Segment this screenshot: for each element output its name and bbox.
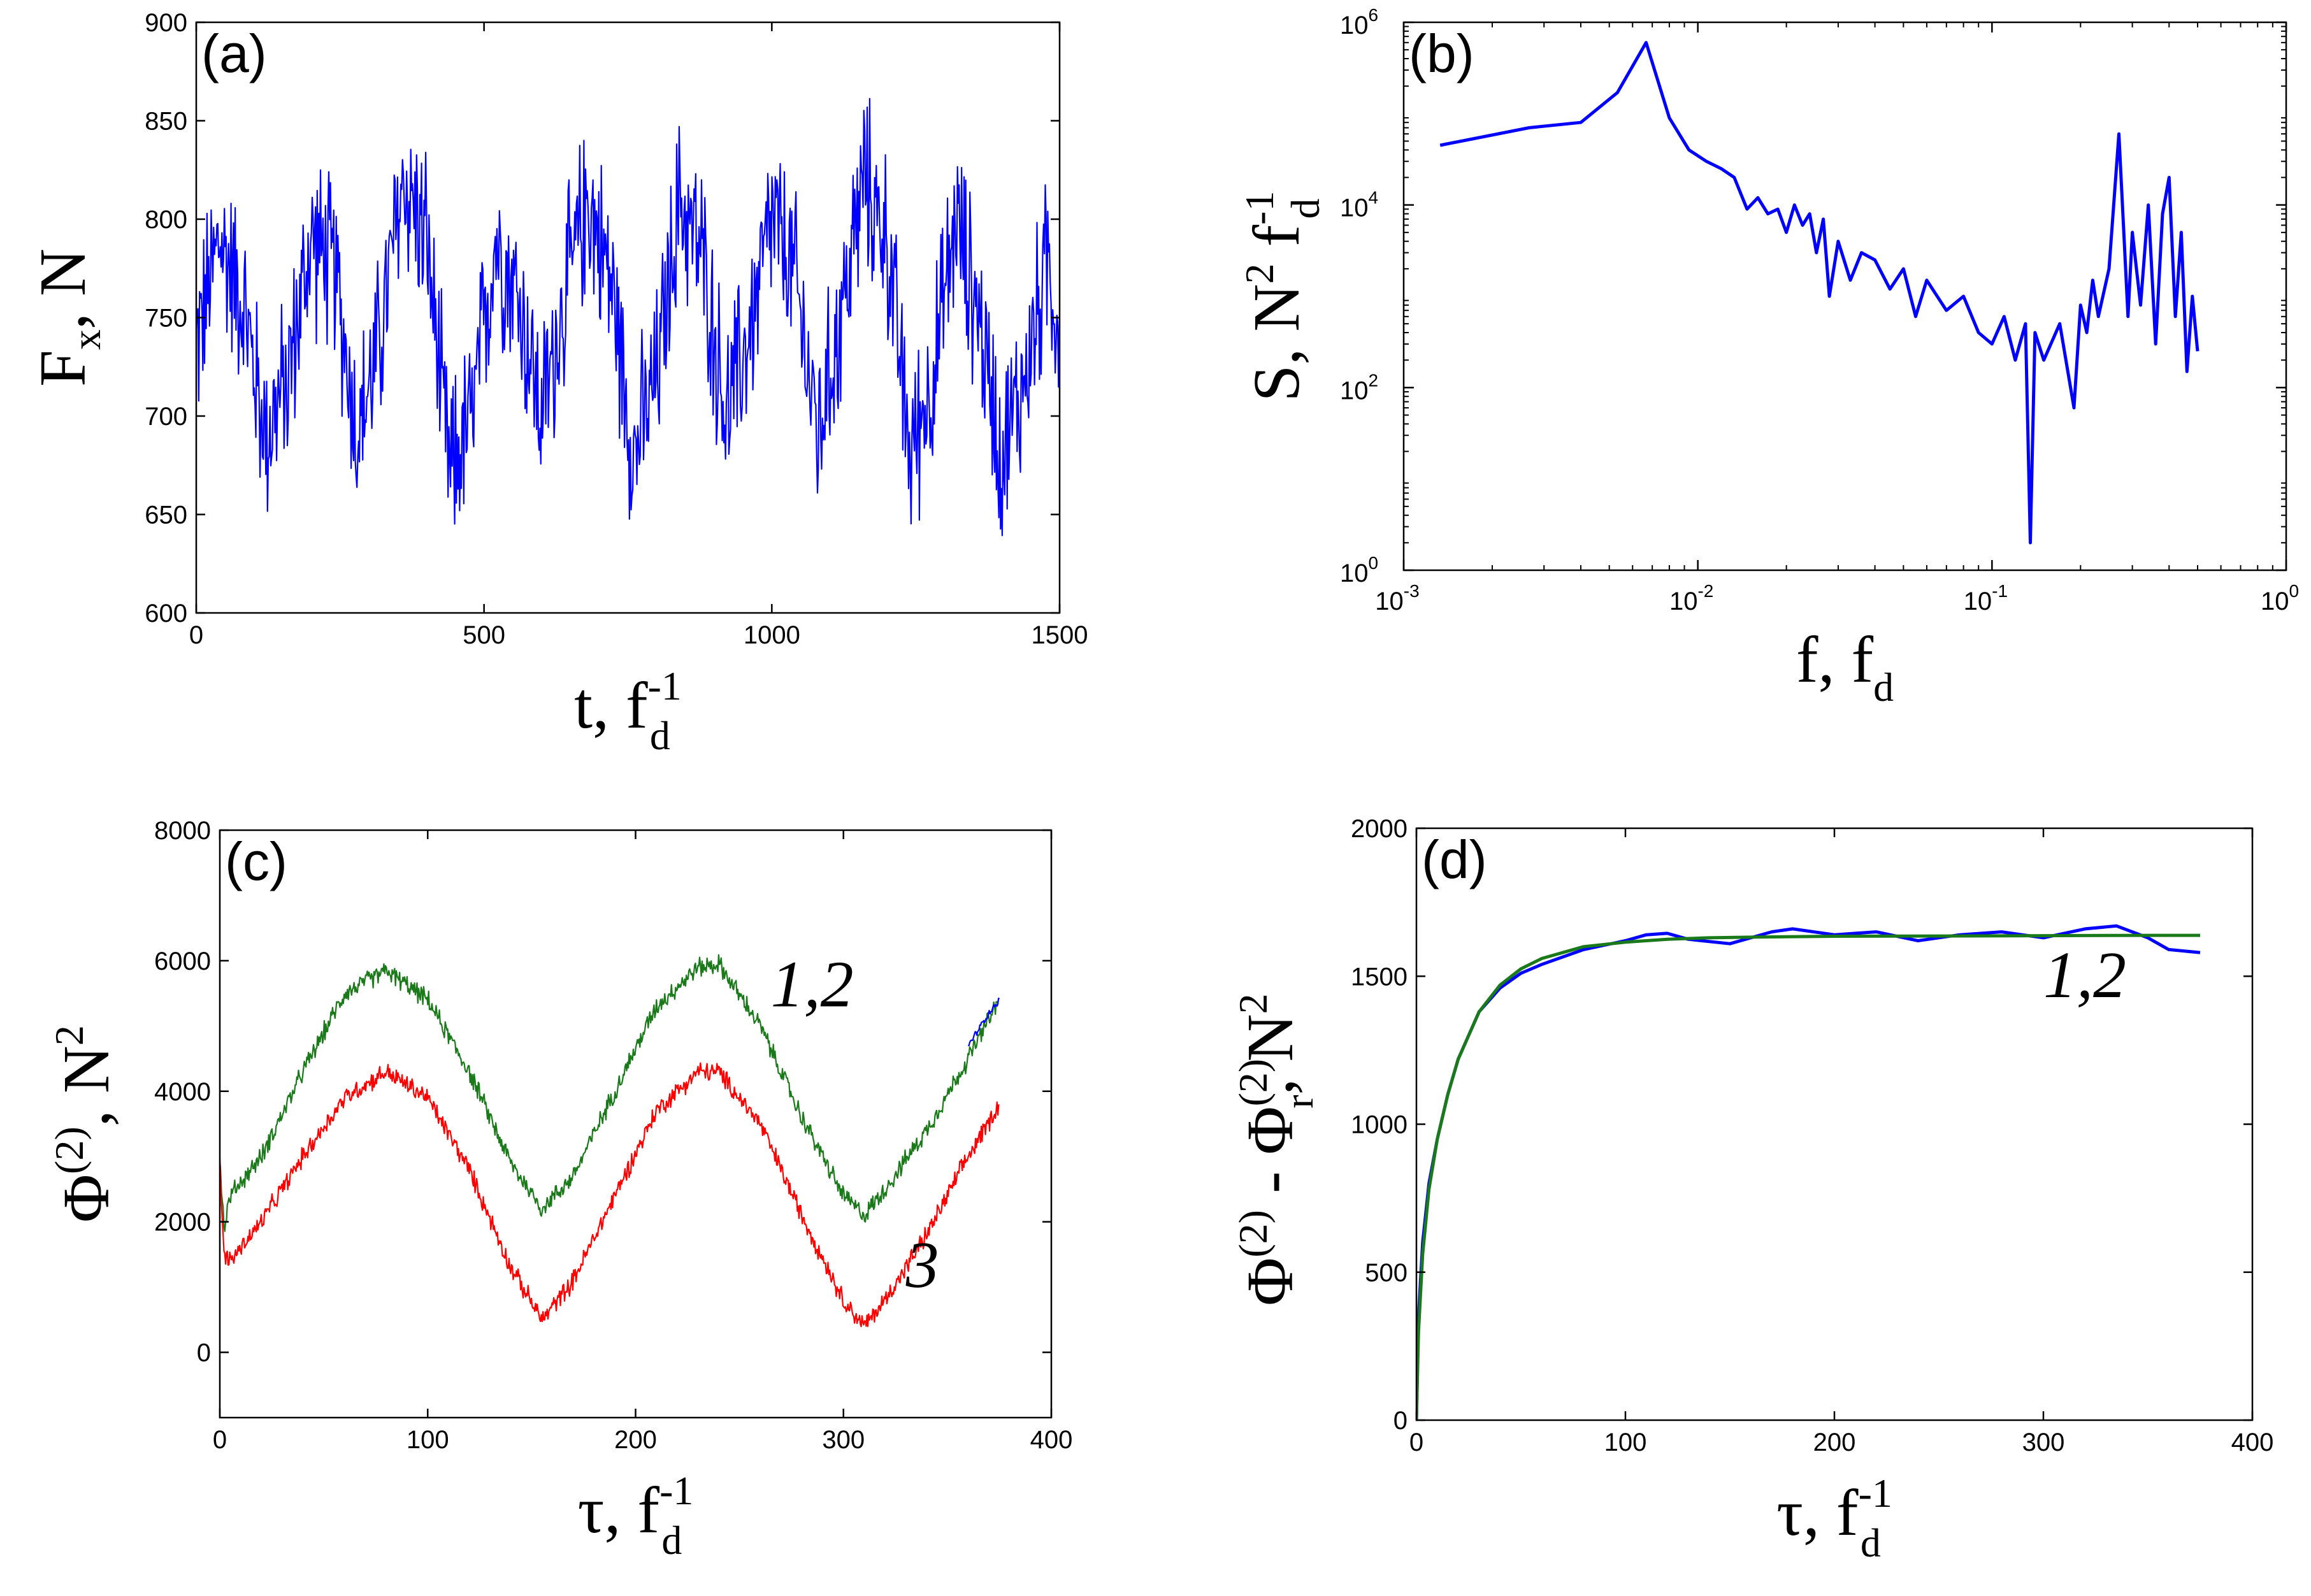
panel-label: (b) xyxy=(1409,24,1474,83)
chart-panel-a: 0 500 1000 1500 600 650 700 750 800 850 900 (a) t, f… xyxy=(26,9,1088,758)
y-tick-label: 0 xyxy=(197,1339,211,1367)
x-tick-label: 100 xyxy=(2261,581,2299,615)
series-line-1 xyxy=(196,97,1060,536)
series-line-2 xyxy=(1416,933,2200,1420)
y-tick-label: 2000 xyxy=(1351,815,1407,843)
x-axis-label: τ, f-1 d xyxy=(1776,1470,1892,1565)
x-tick-label: 400 xyxy=(2231,1428,2274,1456)
series-group xyxy=(1416,924,2201,1420)
plot-frame xyxy=(195,21,1061,614)
y-tick-label: 2000 xyxy=(154,1209,211,1237)
plot-frame xyxy=(219,829,1053,1419)
y-tick-label: 500 xyxy=(1365,1259,1407,1287)
y-tick-label: 900 xyxy=(145,9,187,37)
x-tick-label: 300 xyxy=(2022,1428,2065,1456)
panel-label: (c) xyxy=(225,831,287,891)
y-tick-label: 100 xyxy=(1340,553,1378,587)
x-tick-label: 10-1 xyxy=(1964,581,2008,615)
x-tick-label: 1000 xyxy=(744,621,800,649)
curve-label: 3 xyxy=(905,1228,939,1302)
y-tick-label: 8000 xyxy=(154,817,211,845)
x-tick-label: 10-2 xyxy=(1669,581,1713,615)
x-tick-label: 200 xyxy=(1813,1428,1856,1456)
panel-label: (d) xyxy=(1422,830,1487,889)
x-tick-label: 500 xyxy=(463,621,505,649)
x-tick-label: 100 xyxy=(407,1426,449,1454)
y-tick-label: 104 xyxy=(1340,188,1378,222)
x-tick-label: 0 xyxy=(213,1426,227,1454)
x-axis-label: f, fd xyxy=(1796,623,1894,710)
y-tick-label: 650 xyxy=(145,501,187,529)
y-axis-label: Φ(2), N2 xyxy=(47,1025,123,1223)
series-line-3 xyxy=(220,1062,1000,1328)
curve-label: 1,2 xyxy=(771,948,854,1021)
x-tick-label: 10-3 xyxy=(1375,581,1419,615)
y-tick-label: 1500 xyxy=(1351,963,1407,991)
y-tick-label: 4000 xyxy=(154,1078,211,1106)
x-tick-label: 200 xyxy=(614,1426,657,1454)
y-tick-label: 600 xyxy=(145,600,187,628)
chart-panel-b: 10-3 10-2 10-1 100 100 102 104 106 (b) f, fd S, N2… xyxy=(1237,5,2299,710)
plot-frame xyxy=(1415,827,2254,1421)
y-axis-label: Fx, N xyxy=(26,248,109,387)
series-group xyxy=(196,97,1060,536)
x-tick-label: 0 xyxy=(189,621,203,649)
plot-frame xyxy=(1402,21,2287,572)
x-tick-label: 300 xyxy=(822,1426,865,1454)
x-tick-label: 100 xyxy=(1604,1428,1647,1456)
y-tick-label: 0 xyxy=(1393,1407,1407,1435)
series-line-2 xyxy=(967,997,1000,1047)
y-tick-label: 102 xyxy=(1340,370,1378,405)
series-line-1 xyxy=(1439,41,2199,545)
x-axis-label: t, f-1 d xyxy=(574,663,682,758)
y-tick-label: 750 xyxy=(145,305,187,333)
y-tick-label: 700 xyxy=(145,403,187,431)
chart-panel-c: 0 100 200 300 40002000400060008000(c)1,23τ, … xyxy=(47,817,1072,1563)
y-tick-label: 800 xyxy=(145,206,187,234)
y-tick-label: 106 xyxy=(1340,5,1378,40)
x-tick-label: 1500 xyxy=(1032,621,1088,649)
series-group xyxy=(220,954,1000,1328)
y-tick-label: 1000 xyxy=(1351,1111,1407,1139)
panel-label: (a) xyxy=(201,24,267,83)
y-tick-label: 850 xyxy=(145,108,187,136)
series-line-1 xyxy=(220,954,1000,1232)
series-group xyxy=(1439,41,2199,545)
y-axis-label: Φ(2) - Φ(2)r, N2 xyxy=(1230,993,1321,1305)
y-tick-label: 6000 xyxy=(154,947,211,975)
x-axis-label: τ, f-1 d xyxy=(578,1468,694,1563)
y-axis-label: S, N2 f-1d xyxy=(1237,191,1328,402)
x-tick-label: 0 xyxy=(1409,1428,1423,1456)
chart-panel-d: 0 100 200 300 400 0 500 1000 1500 2000 (d) 1,2 τ, f-… xyxy=(1230,815,2273,1565)
x-tick-label: 400 xyxy=(1030,1426,1073,1454)
curve-label: 1,2 xyxy=(2043,938,2126,1012)
